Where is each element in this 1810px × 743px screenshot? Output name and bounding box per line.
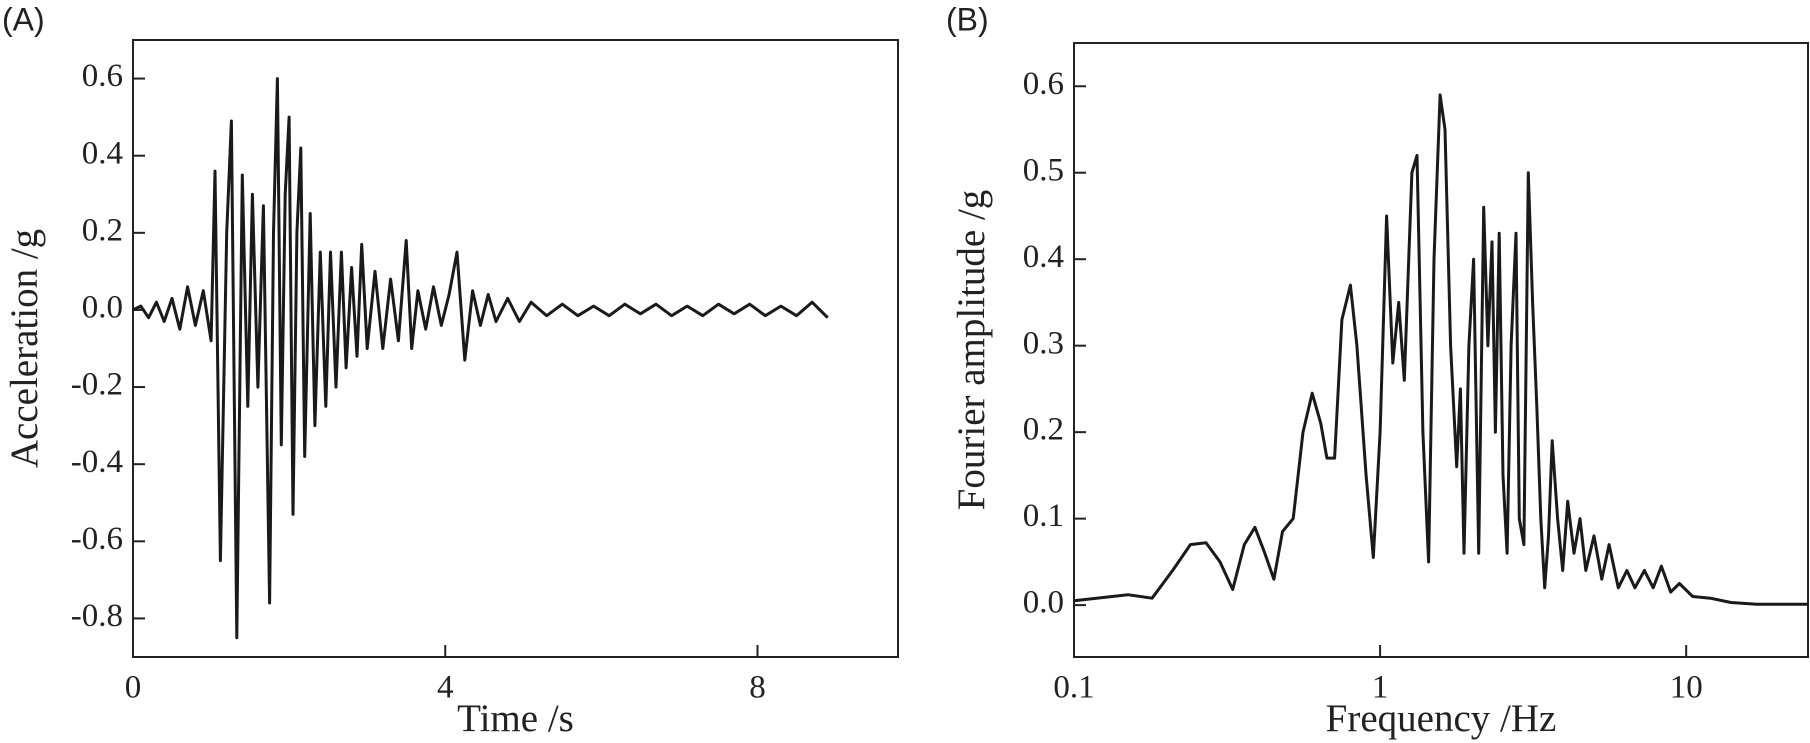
y-tick-label: -0.2 [71,367,123,403]
x-tick-label: 10 [1670,670,1703,706]
y-tick-label: -0.4 [71,444,123,480]
y-tick-label: 0.2 [1023,412,1064,448]
plot-frame [1073,42,1809,658]
y-tick-label: -0.8 [71,598,123,634]
y-tick-label: 0.5 [1023,152,1064,188]
x-axis-title: Frequency /Hz [1326,697,1557,740]
plot-frame [132,39,899,658]
y-tick-label: -0.6 [71,521,123,557]
y-tick-label: 0.6 [82,58,123,94]
y-axis-title: Fourier amplitude /g [950,190,993,511]
x-tick-label: 1 [1372,670,1389,706]
x-tick-label: 0 [125,670,142,706]
x-tick-label: 0.1 [1053,670,1094,706]
y-tick-label: 0.2 [82,212,123,248]
y-tick-label: 0.6 [1023,66,1064,102]
y-tick-label: 0.3 [1023,325,1064,361]
data-line [1073,93,1808,606]
x-tick-label: 4 [437,670,454,706]
y-tick-label: 0.0 [82,290,123,326]
y-tick-label: 0.0 [1023,585,1064,621]
y-tick-label: 0.4 [82,135,123,171]
x-tick-label: 8 [749,670,766,706]
data-line [132,77,829,640]
y-axis-title: Acceleration /g [3,229,46,468]
x-axis-title: Time /s [457,697,574,740]
panel-label: (B) [946,1,989,37]
panel-label: (A) [2,1,45,37]
y-tick-label: 0.1 [1023,498,1064,534]
y-tick-label: 0.4 [1023,239,1064,275]
